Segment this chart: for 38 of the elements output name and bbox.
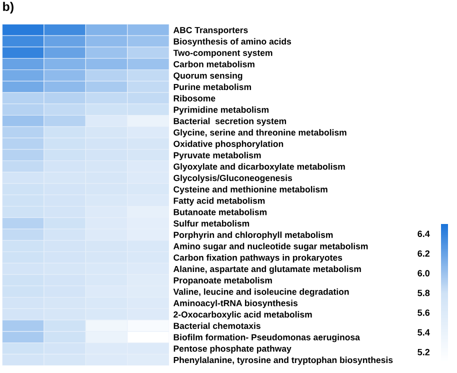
- color-bar-label: 6.0: [418, 270, 430, 276]
- y-tick-label: Aminoacyl-tRNA biosynthesis: [173, 300, 298, 308]
- y-tick-label: Two-component system: [173, 50, 272, 58]
- y-tick-label: Glycolysis/Gluconeogenesis: [174, 174, 292, 183]
- y-tick-label: Amino sugar and nucleotide sugar metabolism: [173, 242, 368, 252]
- y-tick-label: Bacterial secretion system: [174, 118, 286, 126]
- y-tick-label: Oxidative phosphorylation: [174, 140, 284, 149]
- y-tick-label: ABC Transporters: [173, 26, 248, 35]
- y-tick-label: Fatty acid metabolism: [174, 197, 265, 206]
- y-tick-label: 2-Oxocarboxylic acid metabolism: [174, 311, 312, 320]
- y-tick-label: Pentose phosphate pathway: [174, 345, 292, 354]
- y-tick-label: Carbon fixation pathways in prokaryotes: [174, 254, 342, 262]
- y-tick-label: Glycine, serine and threonine metabolism: [174, 129, 346, 138]
- y-tick-label: Pyrimidine metabolism: [174, 106, 269, 115]
- y-tick-label: Butanoate metabolism: [174, 208, 267, 216]
- y-tick-label: Valine, leucine and isoleucine degradation: [173, 288, 349, 297]
- y-tick-label: Glyoxylate and dicarboxylate metabolism: [174, 163, 345, 172]
- y-tick-label: Carbon metabolism: [174, 60, 254, 68]
- y-tick-label: Bacterial chemotaxis: [174, 322, 260, 329]
- y-tick-label: Biosynthesis of amino acids: [174, 38, 292, 46]
- y-tick-label: Phenylalanine, tyrosine and tryptophan biosynthesis: [174, 356, 393, 365]
- y-tick-label: Sulfur metabolism: [174, 220, 250, 227]
- color-bar-label: 6.4: [418, 230, 430, 238]
- y-tick-label: Cysteine and methionine metabolism: [174, 186, 328, 194]
- color-bar-label: 5.6: [418, 309, 430, 316]
- y-tick-label: Porphyrin and chlorophyll metabolism: [174, 232, 333, 240]
- color-bar-label: 6.2: [418, 250, 430, 257]
- color-bar-label: 5.8: [418, 290, 430, 296]
- y-tick-label: Quorum sensing: [174, 72, 242, 80]
- y-tick-label: Alanine, aspartate and glutamate metabolism: [173, 266, 361, 274]
- y-tick-label: Biofilm formation- Pseudomonas aeruginosa: [174, 334, 360, 342]
- color-bar-label: 5.2: [418, 348, 430, 356]
- y-tick-label: Propanoate metabolism: [174, 277, 272, 286]
- chart-title: b): [3, 2, 14, 14]
- y-tick-label: Ribosome: [174, 95, 216, 102]
- y-tick-label: Purine metabolism: [174, 84, 251, 90]
- color-bar-label: 5.4: [418, 329, 430, 336]
- y-tick-label: Pyruvate metabolism: [174, 152, 261, 160]
